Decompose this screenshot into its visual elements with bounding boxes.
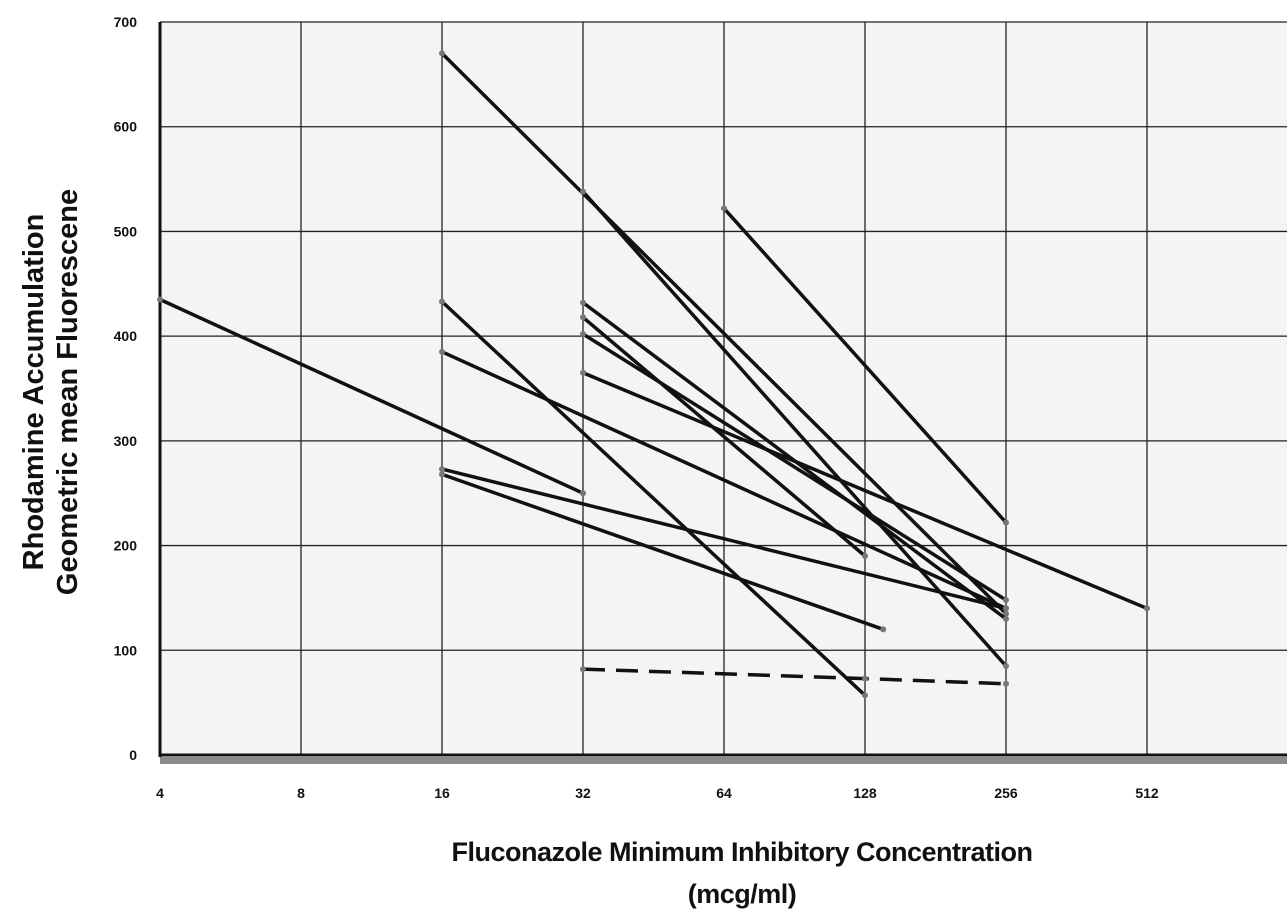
y-tick-label: 100 [114,642,138,658]
data-point [1003,519,1009,526]
x-tick-label: 128 [853,785,877,801]
data-point [580,666,586,673]
y-tick-label: 0 [129,747,137,763]
series-line [440,52,1008,615]
data-point [580,314,586,321]
data-point [1003,662,1009,669]
series-line [440,300,867,697]
data-point [439,50,445,57]
data-point [1003,605,1009,612]
x-tick-label: 64 [716,785,732,801]
x-tick-label: 16 [434,785,450,801]
series-line [581,190,1008,668]
data-point [439,348,445,355]
data-point [721,205,727,212]
data-point [1144,605,1150,612]
y-tick-label: 300 [114,433,138,449]
data-point [862,675,868,682]
data-point [1003,597,1009,604]
x-tick-label: 4 [156,785,164,801]
y-axis-label: Rhodamine Accumulation [18,214,50,571]
y-tick-label: 200 [114,538,138,554]
x-tick-label: 512 [1135,785,1159,801]
y-tick-label: 500 [114,223,138,239]
x-axis-label: Fluconazole Minimum Inhibitory Concentra… [451,837,1032,867]
data-point [157,296,163,303]
data-point [439,298,445,305]
data-point [580,369,586,376]
series-line [722,207,1008,524]
data-point [439,471,445,478]
series-line [159,297,584,495]
grid [160,21,1287,755]
series-line [441,472,884,631]
x-tick-label: 256 [994,785,1018,801]
series-line [441,350,1007,610]
y-axis-label-2: Geometric mean Fluorescene [52,189,84,595]
data-point [862,553,868,560]
data-point [1003,615,1009,622]
series-line [582,371,1148,611]
axes [158,22,1287,764]
data-point [580,490,586,497]
series-line [441,467,1007,611]
data-point [880,626,887,633]
data-point [862,692,868,699]
y-tick-label: 700 [114,14,138,30]
series-line [581,315,867,558]
y-tick-labels: 0 100 200 300 400 500 600 700 [114,14,138,763]
x-tick-label: 32 [575,785,591,801]
series-group [157,50,1150,699]
data-point [580,331,586,338]
y-tick-label: 600 [114,119,138,135]
x-tick-label: 8 [297,785,305,801]
data-point [580,188,586,195]
data-point [1003,680,1009,687]
x-tick-labels: 4 8 16 32 64 128 256 512 [156,785,1159,801]
x-axis-unit-label: (mcg/ml) [688,879,797,909]
y-tick-label: 400 [114,328,138,344]
data-point [439,466,445,473]
data-point [1003,610,1009,617]
x-axis-shadow [160,757,1287,764]
series-line [582,332,1007,602]
data-point [580,299,586,306]
